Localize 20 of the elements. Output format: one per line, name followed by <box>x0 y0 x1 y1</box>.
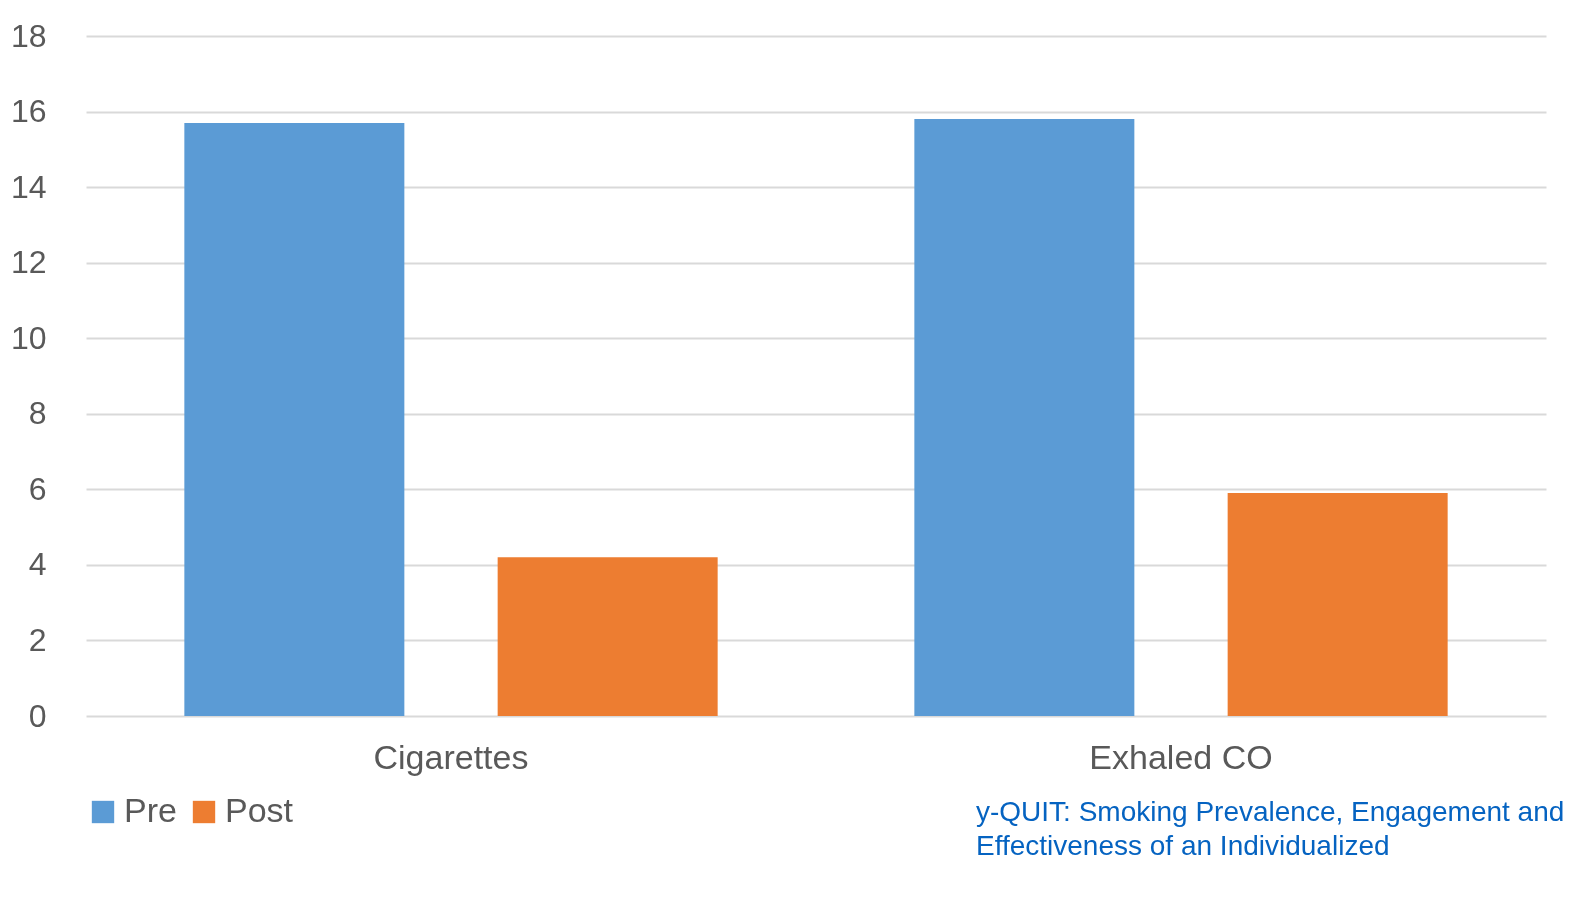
y-tick-label: 16 <box>10 93 47 130</box>
y-tick-label: 6 <box>28 470 47 507</box>
x-tick-label: Cigarettes <box>373 737 529 776</box>
y-tick-label: 14 <box>10 168 47 205</box>
legend-label: Pre <box>124 791 177 829</box>
y-tick-label: 4 <box>28 546 47 583</box>
y-tick-label: 10 <box>10 319 47 356</box>
y-tick-label: 8 <box>28 395 47 432</box>
legend-label: Post <box>225 791 294 829</box>
y-tick-label: 12 <box>10 244 47 281</box>
bar <box>184 122 405 716</box>
bar <box>497 557 718 716</box>
y-tick-label: 0 <box>28 697 47 734</box>
y-tick-label: 18 <box>10 17 47 54</box>
bar <box>1227 493 1448 716</box>
text: Effectiveness of an Individualized <box>976 830 1390 861</box>
y-tick-label: 2 <box>28 621 47 658</box>
text: y-QUIT: Smoking Prevalence, Engagement and <box>976 796 1565 827</box>
x-tick-label: Exhaled CO <box>1089 737 1273 776</box>
bar <box>914 119 1135 716</box>
